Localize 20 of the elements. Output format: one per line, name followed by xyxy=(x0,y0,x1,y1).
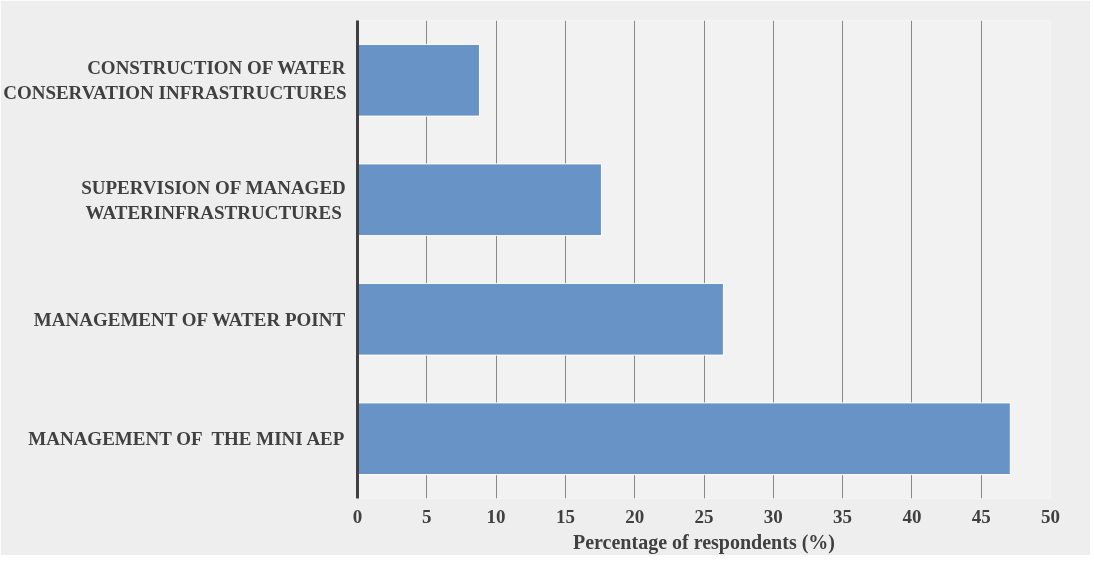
x-tick-label: 40 xyxy=(902,505,922,527)
x-tick-label: 15 xyxy=(555,505,575,527)
bar xyxy=(357,163,602,237)
bar xyxy=(357,43,480,117)
y-tick-label: MANAGEMENT OF THE MINI AEP xyxy=(28,428,345,450)
x-tick-label: 5 xyxy=(422,505,432,527)
x-tick-label: 30 xyxy=(763,505,783,527)
bar xyxy=(357,282,724,356)
bar xyxy=(357,402,1011,476)
x-axis-title: Percentage of respondents (%) xyxy=(573,530,835,554)
y-tick-label: MANAGEMENT OF WATER POINT xyxy=(33,308,346,330)
x-tick-label: 20 xyxy=(625,505,645,527)
x-tick-label: 25 xyxy=(694,505,714,527)
y-tick-label: CONSTRUCTION OF WATER CONSERVATION INFRASTRUCTURES xyxy=(3,57,347,104)
x-tick-label: 35 xyxy=(833,505,853,527)
x-tick-label: 50 xyxy=(1041,505,1060,527)
y-tick-label: SUPERVISION OF MANAGED WATERINFRASTRUCTURES xyxy=(81,176,346,223)
x-tick-label: 45 xyxy=(971,505,991,527)
x-tick-label: 0 xyxy=(352,505,363,527)
x-tick-label: 10 xyxy=(486,505,506,527)
